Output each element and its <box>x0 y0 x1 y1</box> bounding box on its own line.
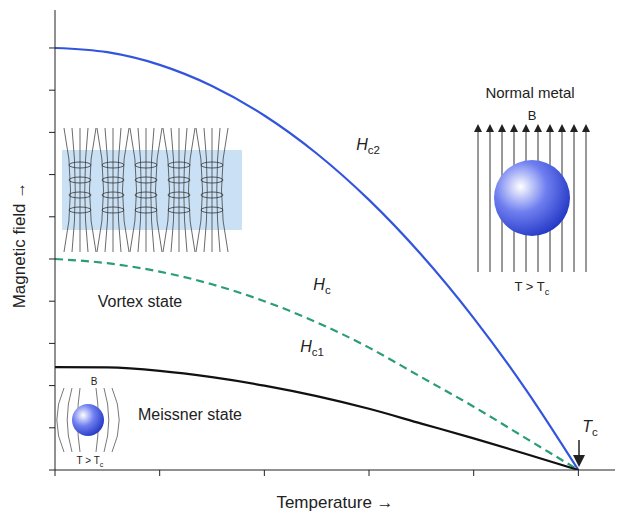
svg-text:Hc1: Hc1 <box>300 338 324 358</box>
svg-text:Hc: Hc <box>313 276 331 296</box>
svg-text:Meissner state: Meissner state <box>138 406 242 423</box>
svg-text:T > Tc: T > Tc <box>77 455 104 469</box>
svg-text:Normal metal: Normal metal <box>485 84 574 101</box>
svg-text:Magnetic field →: Magnetic field → <box>10 182 29 309</box>
svg-text:B: B <box>91 376 98 387</box>
svg-text:B: B <box>528 108 537 123</box>
svg-text:Vortex state: Vortex state <box>98 293 183 310</box>
svg-text:Temperature →: Temperature → <box>276 493 393 512</box>
svg-text:Hc2: Hc2 <box>356 136 380 156</box>
svg-text:Tc: Tc <box>582 418 598 438</box>
svg-text:T > Tc: T > Tc <box>515 279 550 297</box>
